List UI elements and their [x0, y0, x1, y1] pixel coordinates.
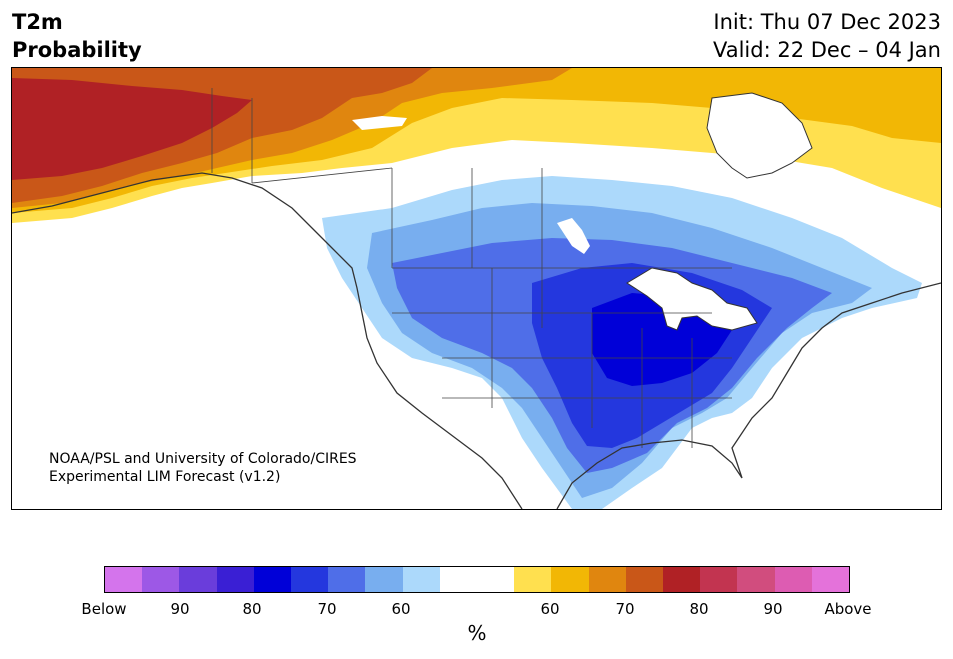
probability-colorbar [104, 566, 850, 593]
colorbar-bin [663, 567, 701, 592]
colorbar-bin [477, 567, 515, 592]
colorbar-bin [291, 567, 329, 592]
colorbar-tick-label: 60 [391, 600, 411, 618]
colorbar-bin [700, 567, 738, 592]
colorbar-tick-label: Above [824, 600, 872, 618]
colorbar-unit-label: % [467, 621, 487, 645]
init-date: Init: Thu 07 Dec 2023 [713, 10, 941, 34]
valid-date-range: Valid: 22 Dec – 04 Jan [712, 38, 941, 62]
date-info: Init: Thu 07 Dec 2023 Valid: 22 Dec – 04… [713, 8, 941, 64]
colorbar-bin [402, 567, 440, 592]
above-80-region [12, 78, 252, 180]
colorbar-bin [625, 567, 664, 592]
credit-text: NOAA/PSL and University of Colorado/CIRE… [49, 450, 357, 486]
colorbar-tick-label: 90 [763, 600, 783, 618]
colorbar-bin [328, 567, 366, 592]
colorbar-tick-label: 70 [615, 600, 635, 618]
great-lakes [626, 267, 758, 331]
colorbar-tick-label: 90 [170, 600, 190, 618]
colorbar-bin [105, 567, 143, 592]
colorbar-bin [179, 567, 217, 592]
map-svg [12, 68, 941, 509]
colorbar-bin [439, 567, 478, 592]
title-line-2: Probability [12, 38, 142, 62]
title-line-1: T2m [12, 10, 63, 34]
west-coastline [12, 172, 523, 509]
credit-line-2: Experimental LIM Forecast (v1.2) [49, 469, 281, 485]
colorbar-bin [774, 567, 812, 592]
credit-line-1: NOAA/PSL and University of Colorado/CIRE… [49, 451, 357, 467]
great-bear-lake [352, 116, 407, 130]
map-title: T2m Probability [12, 8, 142, 64]
colorbar-bin [253, 567, 292, 592]
colorbar-bin [514, 567, 552, 592]
hudson-bay-lake [557, 218, 590, 254]
colorbar-bin [551, 567, 589, 592]
gulf-coastline [556, 282, 941, 509]
colorbar-tick-label: 70 [317, 600, 337, 618]
colorbar-bin [811, 567, 850, 592]
colorbar-bin [365, 567, 403, 592]
colorbar-tick-label: 80 [242, 600, 262, 618]
colorbar-tick-label: Below [81, 600, 127, 618]
hudson-bay [706, 92, 813, 179]
probability-map: NOAA/PSL and University of Colorado/CIRE… [11, 67, 942, 510]
colorbar-bin [737, 567, 775, 592]
colorbar-bin [588, 567, 626, 592]
state-borders [211, 88, 732, 448]
colorbar-bin [216, 567, 254, 592]
colorbar-tick-label: 80 [689, 600, 709, 618]
colorbar-bin [142, 567, 180, 592]
colorbar-tick-label: 60 [540, 600, 560, 618]
